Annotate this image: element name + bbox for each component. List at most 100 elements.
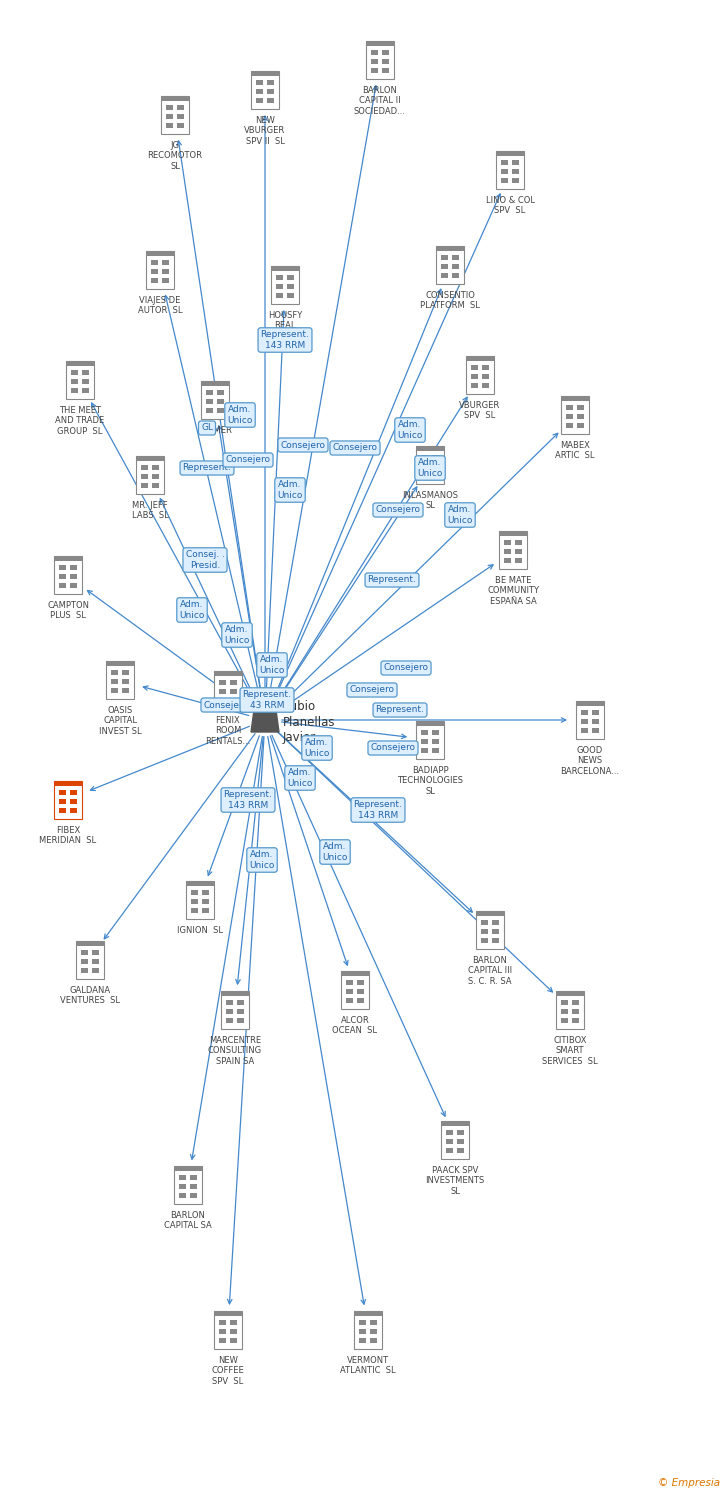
Text: MR. JEFF
LABS  SL: MR. JEFF LABS SL <box>132 501 168 520</box>
FancyBboxPatch shape <box>421 472 427 478</box>
Text: Adm.
Unico: Adm. Unico <box>288 768 313 788</box>
Text: Rubio
Planellas
Javier: Rubio Planellas Javier <box>283 699 336 744</box>
FancyBboxPatch shape <box>452 264 459 268</box>
FancyBboxPatch shape <box>218 399 224 404</box>
FancyBboxPatch shape <box>359 1320 365 1324</box>
FancyBboxPatch shape <box>214 670 242 710</box>
FancyBboxPatch shape <box>561 1000 568 1005</box>
FancyBboxPatch shape <box>471 382 478 388</box>
FancyBboxPatch shape <box>515 549 522 554</box>
FancyBboxPatch shape <box>237 1019 245 1023</box>
Text: Adm.
Unico: Adm. Unico <box>249 850 274 870</box>
FancyBboxPatch shape <box>267 88 274 94</box>
Text: Consejero: Consejero <box>371 744 416 753</box>
FancyBboxPatch shape <box>267 98 274 104</box>
Text: IGNION  SL: IGNION SL <box>177 926 223 934</box>
Text: Consejero: Consejero <box>349 686 395 694</box>
FancyBboxPatch shape <box>122 688 130 693</box>
FancyBboxPatch shape <box>276 284 282 290</box>
FancyBboxPatch shape <box>566 423 573 427</box>
Text: CITIBOX
SMART
SERVICES  SL: CITIBOX SMART SERVICES SL <box>542 1036 598 1066</box>
FancyBboxPatch shape <box>92 968 99 974</box>
FancyBboxPatch shape <box>111 680 118 684</box>
FancyBboxPatch shape <box>416 722 444 759</box>
Text: Adm.
Unico: Adm. Unico <box>397 420 423 440</box>
FancyBboxPatch shape <box>71 566 77 570</box>
FancyBboxPatch shape <box>371 1329 377 1334</box>
FancyBboxPatch shape <box>566 405 573 410</box>
FancyBboxPatch shape <box>492 928 499 934</box>
FancyBboxPatch shape <box>106 662 134 699</box>
FancyBboxPatch shape <box>416 446 444 452</box>
FancyBboxPatch shape <box>357 988 364 994</box>
FancyBboxPatch shape <box>136 456 164 494</box>
FancyBboxPatch shape <box>162 268 170 274</box>
FancyBboxPatch shape <box>271 266 299 272</box>
FancyBboxPatch shape <box>457 1130 464 1136</box>
Text: Represent.
43 RRM: Represent. 43 RRM <box>242 690 291 709</box>
FancyBboxPatch shape <box>221 992 249 1029</box>
FancyBboxPatch shape <box>346 980 352 986</box>
FancyBboxPatch shape <box>581 718 587 724</box>
FancyBboxPatch shape <box>504 558 510 562</box>
FancyBboxPatch shape <box>190 1174 197 1180</box>
Text: Adm.
Unico: Adm. Unico <box>447 506 472 525</box>
FancyBboxPatch shape <box>501 160 507 165</box>
FancyBboxPatch shape <box>66 362 94 399</box>
FancyBboxPatch shape <box>151 268 158 274</box>
FancyBboxPatch shape <box>492 938 499 944</box>
FancyBboxPatch shape <box>561 1019 568 1023</box>
FancyBboxPatch shape <box>359 1329 365 1334</box>
FancyBboxPatch shape <box>483 382 489 388</box>
Text: BE MATE
COMMUNITY
ESPAÑA SA: BE MATE COMMUNITY ESPAÑA SA <box>487 576 539 606</box>
FancyBboxPatch shape <box>441 1120 469 1160</box>
FancyBboxPatch shape <box>446 1130 453 1136</box>
FancyBboxPatch shape <box>146 251 174 290</box>
Text: NEW
COFFEE
SPV  SL: NEW COFFEE SPV SL <box>212 1356 245 1386</box>
Text: HOUSFY
REAL
ESTATE  SL: HOUSFY REAL ESTATE SL <box>262 310 308 340</box>
Text: BARLON
CAPITAL III
S. C. R. SA: BARLON CAPITAL III S. C. R. SA <box>468 956 512 986</box>
FancyBboxPatch shape <box>436 246 464 284</box>
FancyBboxPatch shape <box>206 408 213 413</box>
FancyBboxPatch shape <box>515 540 522 544</box>
Text: PAACK SPV
INVESTMENTS
SL: PAACK SPV INVESTMENTS SL <box>425 1166 485 1196</box>
FancyBboxPatch shape <box>416 446 444 485</box>
FancyBboxPatch shape <box>572 1019 579 1023</box>
FancyBboxPatch shape <box>515 558 522 562</box>
FancyBboxPatch shape <box>432 454 439 460</box>
FancyBboxPatch shape <box>174 1166 202 1204</box>
FancyBboxPatch shape <box>457 1148 464 1154</box>
FancyBboxPatch shape <box>152 474 159 478</box>
FancyBboxPatch shape <box>66 362 94 366</box>
FancyBboxPatch shape <box>288 292 294 298</box>
FancyBboxPatch shape <box>146 251 174 257</box>
FancyBboxPatch shape <box>371 1320 377 1324</box>
FancyBboxPatch shape <box>499 531 527 568</box>
Text: VERMONT
ATLANTIC  SL: VERMONT ATLANTIC SL <box>340 1356 396 1376</box>
FancyBboxPatch shape <box>71 808 77 813</box>
FancyBboxPatch shape <box>218 1329 226 1334</box>
FancyBboxPatch shape <box>432 748 439 753</box>
FancyBboxPatch shape <box>81 968 87 974</box>
FancyBboxPatch shape <box>230 1329 237 1334</box>
FancyBboxPatch shape <box>371 58 378 64</box>
FancyBboxPatch shape <box>513 178 519 183</box>
FancyBboxPatch shape <box>221 992 249 996</box>
Text: Adm.
Unico: Adm. Unico <box>277 480 303 500</box>
FancyBboxPatch shape <box>76 940 104 946</box>
FancyBboxPatch shape <box>178 123 184 128</box>
Text: FENIX
ROOM
RENTALS...: FENIX ROOM RENTALS... <box>205 716 250 746</box>
Text: © Empresia: © Empresia <box>658 1478 720 1488</box>
FancyBboxPatch shape <box>382 68 389 74</box>
FancyBboxPatch shape <box>492 920 499 926</box>
Text: OASIS
CAPITAL
INVEST SL: OASIS CAPITAL INVEST SL <box>99 706 141 736</box>
FancyBboxPatch shape <box>141 474 148 478</box>
FancyBboxPatch shape <box>556 992 584 1029</box>
Text: NEW
VBURGER
SPV II  SL: NEW VBURGER SPV II SL <box>245 116 285 146</box>
FancyBboxPatch shape <box>214 1311 242 1348</box>
FancyBboxPatch shape <box>92 958 99 964</box>
FancyBboxPatch shape <box>466 356 494 362</box>
Text: Consejero: Consejero <box>333 444 378 453</box>
FancyBboxPatch shape <box>556 992 584 996</box>
FancyBboxPatch shape <box>288 274 294 280</box>
